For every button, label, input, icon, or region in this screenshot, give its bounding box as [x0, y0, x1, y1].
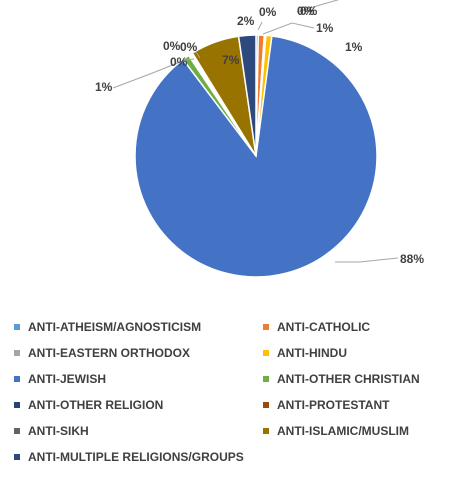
legend-label: ANTI-HINDU [277, 346, 347, 360]
legend: ANTI-ATHEISM/AGNOSTICISM ANTI-CATHOLIC ANT… [0, 318, 475, 478]
data-label: 7% [222, 53, 240, 67]
leader-line [184, 58, 195, 61]
legend-item: ANTI-ATHEISM/AGNOSTICISM [14, 318, 201, 336]
legend-swatch [263, 350, 269, 356]
legend-label: ANTI-JEWISH [28, 372, 106, 386]
legend-swatch [263, 428, 269, 434]
legend-label: ANTI-ISLAMIC/MUSLIM [277, 424, 409, 438]
leader-line [262, 22, 315, 35]
pie-slice-anti-multiple-religions-groups [237, 34, 257, 157]
data-label: 88% [400, 252, 424, 266]
legend-swatch [14, 428, 20, 434]
data-label: 1% [95, 80, 113, 94]
legend-label: ANTI-OTHER RELIGION [28, 398, 164, 412]
leader-line [257, 21, 263, 31]
data-label: 0% [300, 4, 318, 18]
legend-item: ANTI-MULTIPLE RELIGIONS/GROUPS [14, 448, 244, 466]
data-label: 1% [345, 40, 363, 54]
legend-swatch [14, 402, 20, 408]
data-label: 1% [316, 21, 334, 35]
legend-swatch [263, 376, 269, 382]
data-label: 0% [180, 40, 198, 54]
data-label: 2% [237, 14, 255, 28]
leader-line [296, 0, 340, 13]
legend-swatch [14, 376, 20, 382]
legend-swatch [14, 324, 20, 330]
legend-swatch [14, 454, 20, 460]
legend-label: ANTI-PROTESTANT [277, 398, 390, 412]
data-label: 0% [297, 4, 315, 18]
legend-swatch [263, 402, 269, 408]
leader-line [112, 59, 186, 89]
leader-line [195, 51, 201, 59]
legend-swatch [14, 350, 20, 356]
legend-label: ANTI-CATHOLIC [277, 320, 371, 334]
legend-label: ANTI-ATHEISM/AGNOSTICISM [28, 320, 202, 334]
legend-item: ANTI-CATHOLIC [263, 318, 370, 336]
legend-item: ANTI-PROTESTANT [263, 396, 389, 414]
pie-chart: 1%0%1%88%1%0%0%0%7%2%0%0% [95, 0, 424, 278]
legend-label: ANTI-EASTERN ORTHODOX [28, 346, 190, 360]
legend-item: ANTI-ISLAMIC/MUSLIM [263, 422, 409, 440]
data-label: 0% [163, 39, 181, 53]
leader-line [335, 257, 399, 263]
legend-item: ANTI-OTHER CHRISTIAN [263, 370, 420, 388]
legend-label: ANTI-MULTIPLE RELIGIONS/GROUPS [28, 450, 244, 464]
data-label: 0% [170, 55, 188, 69]
pie-slice-anti-jewish [134, 35, 378, 278]
data-label: 0% [259, 5, 277, 19]
legend-item: ANTI-JEWISH [14, 370, 106, 388]
legend-item: ANTI-SIKH [14, 422, 89, 440]
legend-label: ANTI-OTHER CHRISTIAN [277, 372, 420, 386]
legend-item: ANTI-OTHER RELIGION [14, 396, 163, 414]
legend-item: ANTI-EASTERN ORTHODOX [14, 344, 190, 362]
legend-item: ANTI-HINDU [263, 344, 347, 362]
legend-label: ANTI-SIKH [28, 424, 89, 438]
legend-swatch [263, 324, 269, 330]
